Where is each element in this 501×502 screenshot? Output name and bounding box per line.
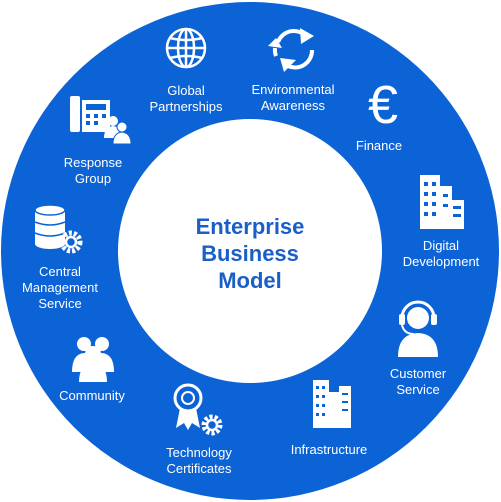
segment-label-global-partnerships: Global Partnerships xyxy=(149,83,223,114)
segment-label-customer-service: Customer Service xyxy=(389,366,447,397)
euro-icon: € xyxy=(368,75,398,135)
globe-icon xyxy=(165,27,207,69)
segment-label-infrastructure: Infrastructure xyxy=(290,442,368,457)
segment-label-central-management-service: Central Management Service xyxy=(22,264,98,311)
segment-label-technology-certificates: Technology Certificates xyxy=(166,445,232,476)
center-circle xyxy=(118,119,382,383)
headset-agent-icon xyxy=(398,300,438,357)
segment-label-digital-development: Digital Development xyxy=(402,238,480,269)
skyscraper-icon xyxy=(313,380,351,428)
people-group-icon xyxy=(72,337,114,382)
recycle-arrowheads xyxy=(268,28,314,72)
segment-label-finance: Finance xyxy=(355,138,403,153)
diagram-title: Enterprise Business Model xyxy=(195,214,305,293)
segment-label-environmental-awareness: Environmental Awareness xyxy=(251,82,335,113)
award-gear-icon xyxy=(173,383,223,436)
segment-label-community: Community xyxy=(59,388,125,403)
phone-users-icon xyxy=(70,96,132,145)
segment-label-response-group: Response Group xyxy=(63,155,123,186)
buildings-icon xyxy=(420,175,464,229)
database-gear-icon xyxy=(34,204,83,254)
